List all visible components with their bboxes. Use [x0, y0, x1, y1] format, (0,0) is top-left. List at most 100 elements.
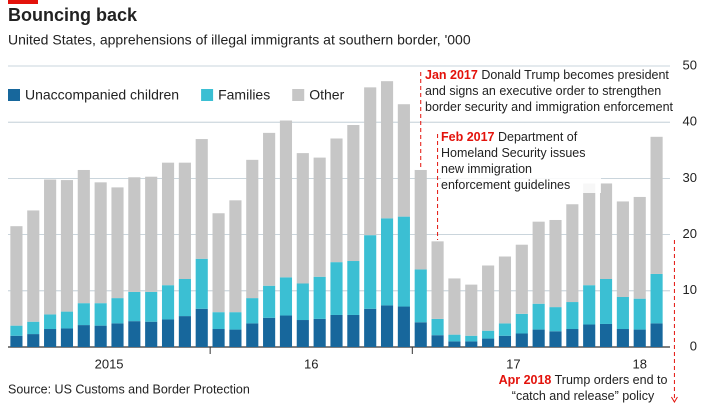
bar-segment — [195, 258, 208, 309]
bar-segment — [549, 331, 562, 347]
bar-segment — [111, 298, 124, 324]
bar-segment — [212, 213, 225, 313]
bar-segment — [633, 298, 646, 330]
bar-segment — [60, 328, 74, 347]
bar-segment — [633, 329, 646, 347]
bar-segment — [583, 285, 596, 325]
bar-segment — [515, 333, 528, 347]
bar-segment — [347, 125, 360, 262]
brand-tag — [8, 0, 38, 4]
bar-segment — [330, 314, 343, 347]
bar-segment — [616, 201, 629, 297]
bar-segment — [566, 302, 579, 330]
annotation-date: Jan 2017 — [425, 68, 478, 82]
bar-segment — [60, 180, 74, 312]
bar-segment — [195, 139, 208, 259]
source: Source: US Customs and Border Protection — [8, 382, 250, 396]
chart-subtitle: United States, apprehensions of illegal … — [8, 32, 471, 48]
bar-segment — [448, 341, 461, 347]
bar-segment — [161, 285, 175, 320]
bar-segment — [482, 338, 495, 347]
annotation-date: Apr 2018 — [498, 373, 552, 387]
bar-segment — [27, 321, 40, 335]
bar-segment — [515, 313, 528, 334]
bar-segment — [77, 169, 90, 304]
bar-segment — [498, 323, 512, 336]
bar-segment — [229, 329, 242, 347]
bars — [10, 81, 663, 347]
bar-segment — [296, 283, 309, 321]
bar-segment — [448, 334, 461, 342]
bar-segment — [313, 318, 326, 347]
bar-segment — [330, 138, 343, 263]
bar-segment — [94, 325, 107, 347]
x-tick-label: 17 — [506, 356, 520, 371]
bar-segment — [246, 298, 259, 324]
bar-segment — [482, 265, 495, 331]
bar-segment — [498, 256, 512, 324]
bar-segment — [364, 87, 377, 236]
bar-segment — [566, 204, 579, 303]
bar-segment — [380, 81, 394, 219]
annotation: Apr 2018 Trump orders end to “catch and … — [498, 372, 668, 404]
bar-segment — [111, 187, 124, 299]
bar-segment — [178, 162, 191, 279]
bar-segment — [44, 179, 57, 315]
legend-label: Families — [218, 87, 270, 103]
bar-segment — [566, 329, 579, 347]
bar-segment — [397, 306, 410, 347]
y-tick-label: 0 — [690, 338, 697, 353]
bar-segment — [498, 335, 512, 347]
bar-segment — [178, 278, 191, 317]
annotation-date: Feb 2017 — [441, 130, 495, 144]
bar-segment — [465, 284, 478, 336]
bar-segment — [10, 325, 23, 336]
bar-segment — [313, 276, 326, 319]
bar-segment — [380, 305, 394, 347]
bar-segment — [347, 314, 360, 347]
bar-segment — [650, 323, 663, 347]
legend-swatch — [201, 89, 214, 101]
bar-segment — [397, 216, 410, 307]
bar-segment — [616, 296, 629, 330]
bar-segment — [212, 312, 225, 330]
bar-segment — [212, 329, 225, 347]
legend-label: Other — [309, 87, 344, 103]
bar-segment — [532, 221, 545, 304]
bar-segment — [549, 307, 562, 332]
bar-segment — [94, 303, 107, 326]
bar-segment — [60, 311, 74, 329]
annotation-lines — [420, 72, 678, 403]
bar-segment — [246, 159, 259, 299]
annotation-arrow — [670, 396, 678, 403]
bar-segment — [195, 308, 208, 347]
bar-segment — [414, 169, 427, 270]
x-tick-label: 16 — [304, 356, 318, 371]
bar-segment — [650, 273, 663, 324]
bar-segment — [77, 325, 90, 347]
bar-segment — [397, 104, 410, 217]
bar-segment — [161, 162, 175, 286]
bar-segment — [347, 261, 360, 315]
bar-segment — [465, 335, 478, 342]
bar-segment — [263, 132, 276, 286]
bar-segment — [296, 320, 309, 347]
bar-segment — [279, 120, 293, 278]
chart-title: Bouncing back — [8, 5, 138, 25]
bar-segment — [161, 319, 175, 347]
bar-segment — [431, 241, 444, 319]
bar-segment — [44, 329, 57, 347]
bar-segment — [229, 200, 242, 313]
bar-segment — [145, 321, 158, 347]
bar-segment — [94, 182, 107, 304]
bar-segment — [431, 335, 444, 347]
bar-segment — [330, 262, 343, 315]
legend: Unaccompanied children Families Other — [8, 87, 345, 103]
y-tick-label: 50 — [683, 57, 697, 72]
bar-segment — [583, 183, 596, 286]
bar-segment — [583, 324, 596, 347]
bar-segment — [599, 278, 613, 324]
bar-segment — [10, 335, 23, 347]
